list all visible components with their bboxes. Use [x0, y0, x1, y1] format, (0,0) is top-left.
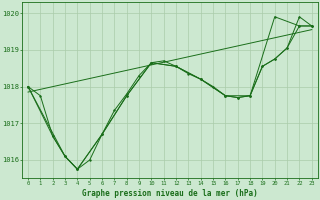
X-axis label: Graphe pression niveau de la mer (hPa): Graphe pression niveau de la mer (hPa)	[82, 189, 258, 198]
